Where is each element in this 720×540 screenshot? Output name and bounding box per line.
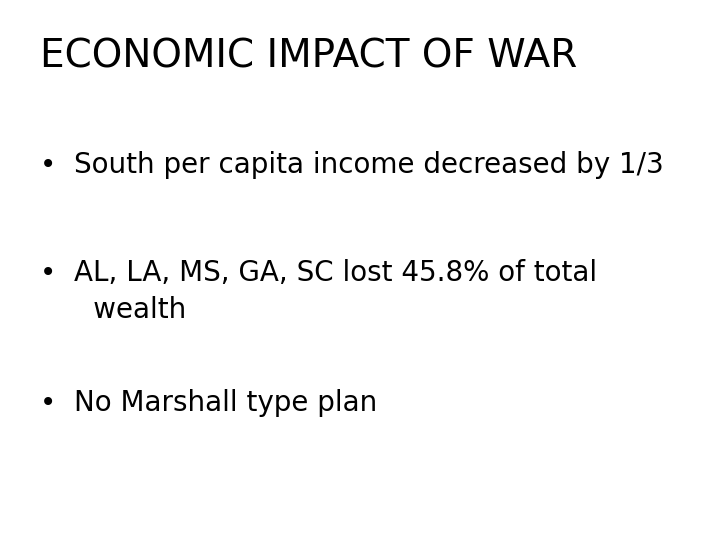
Text: •  AL, LA, MS, GA, SC lost 45.8% of total
      wealth: • AL, LA, MS, GA, SC lost 45.8% of total… — [40, 259, 597, 324]
Text: •  No Marshall type plan: • No Marshall type plan — [40, 389, 377, 417]
Text: •  South per capita income decreased by 1/3: • South per capita income decreased by 1… — [40, 151, 663, 179]
Text: ECONOMIC IMPACT OF WAR: ECONOMIC IMPACT OF WAR — [40, 38, 577, 76]
